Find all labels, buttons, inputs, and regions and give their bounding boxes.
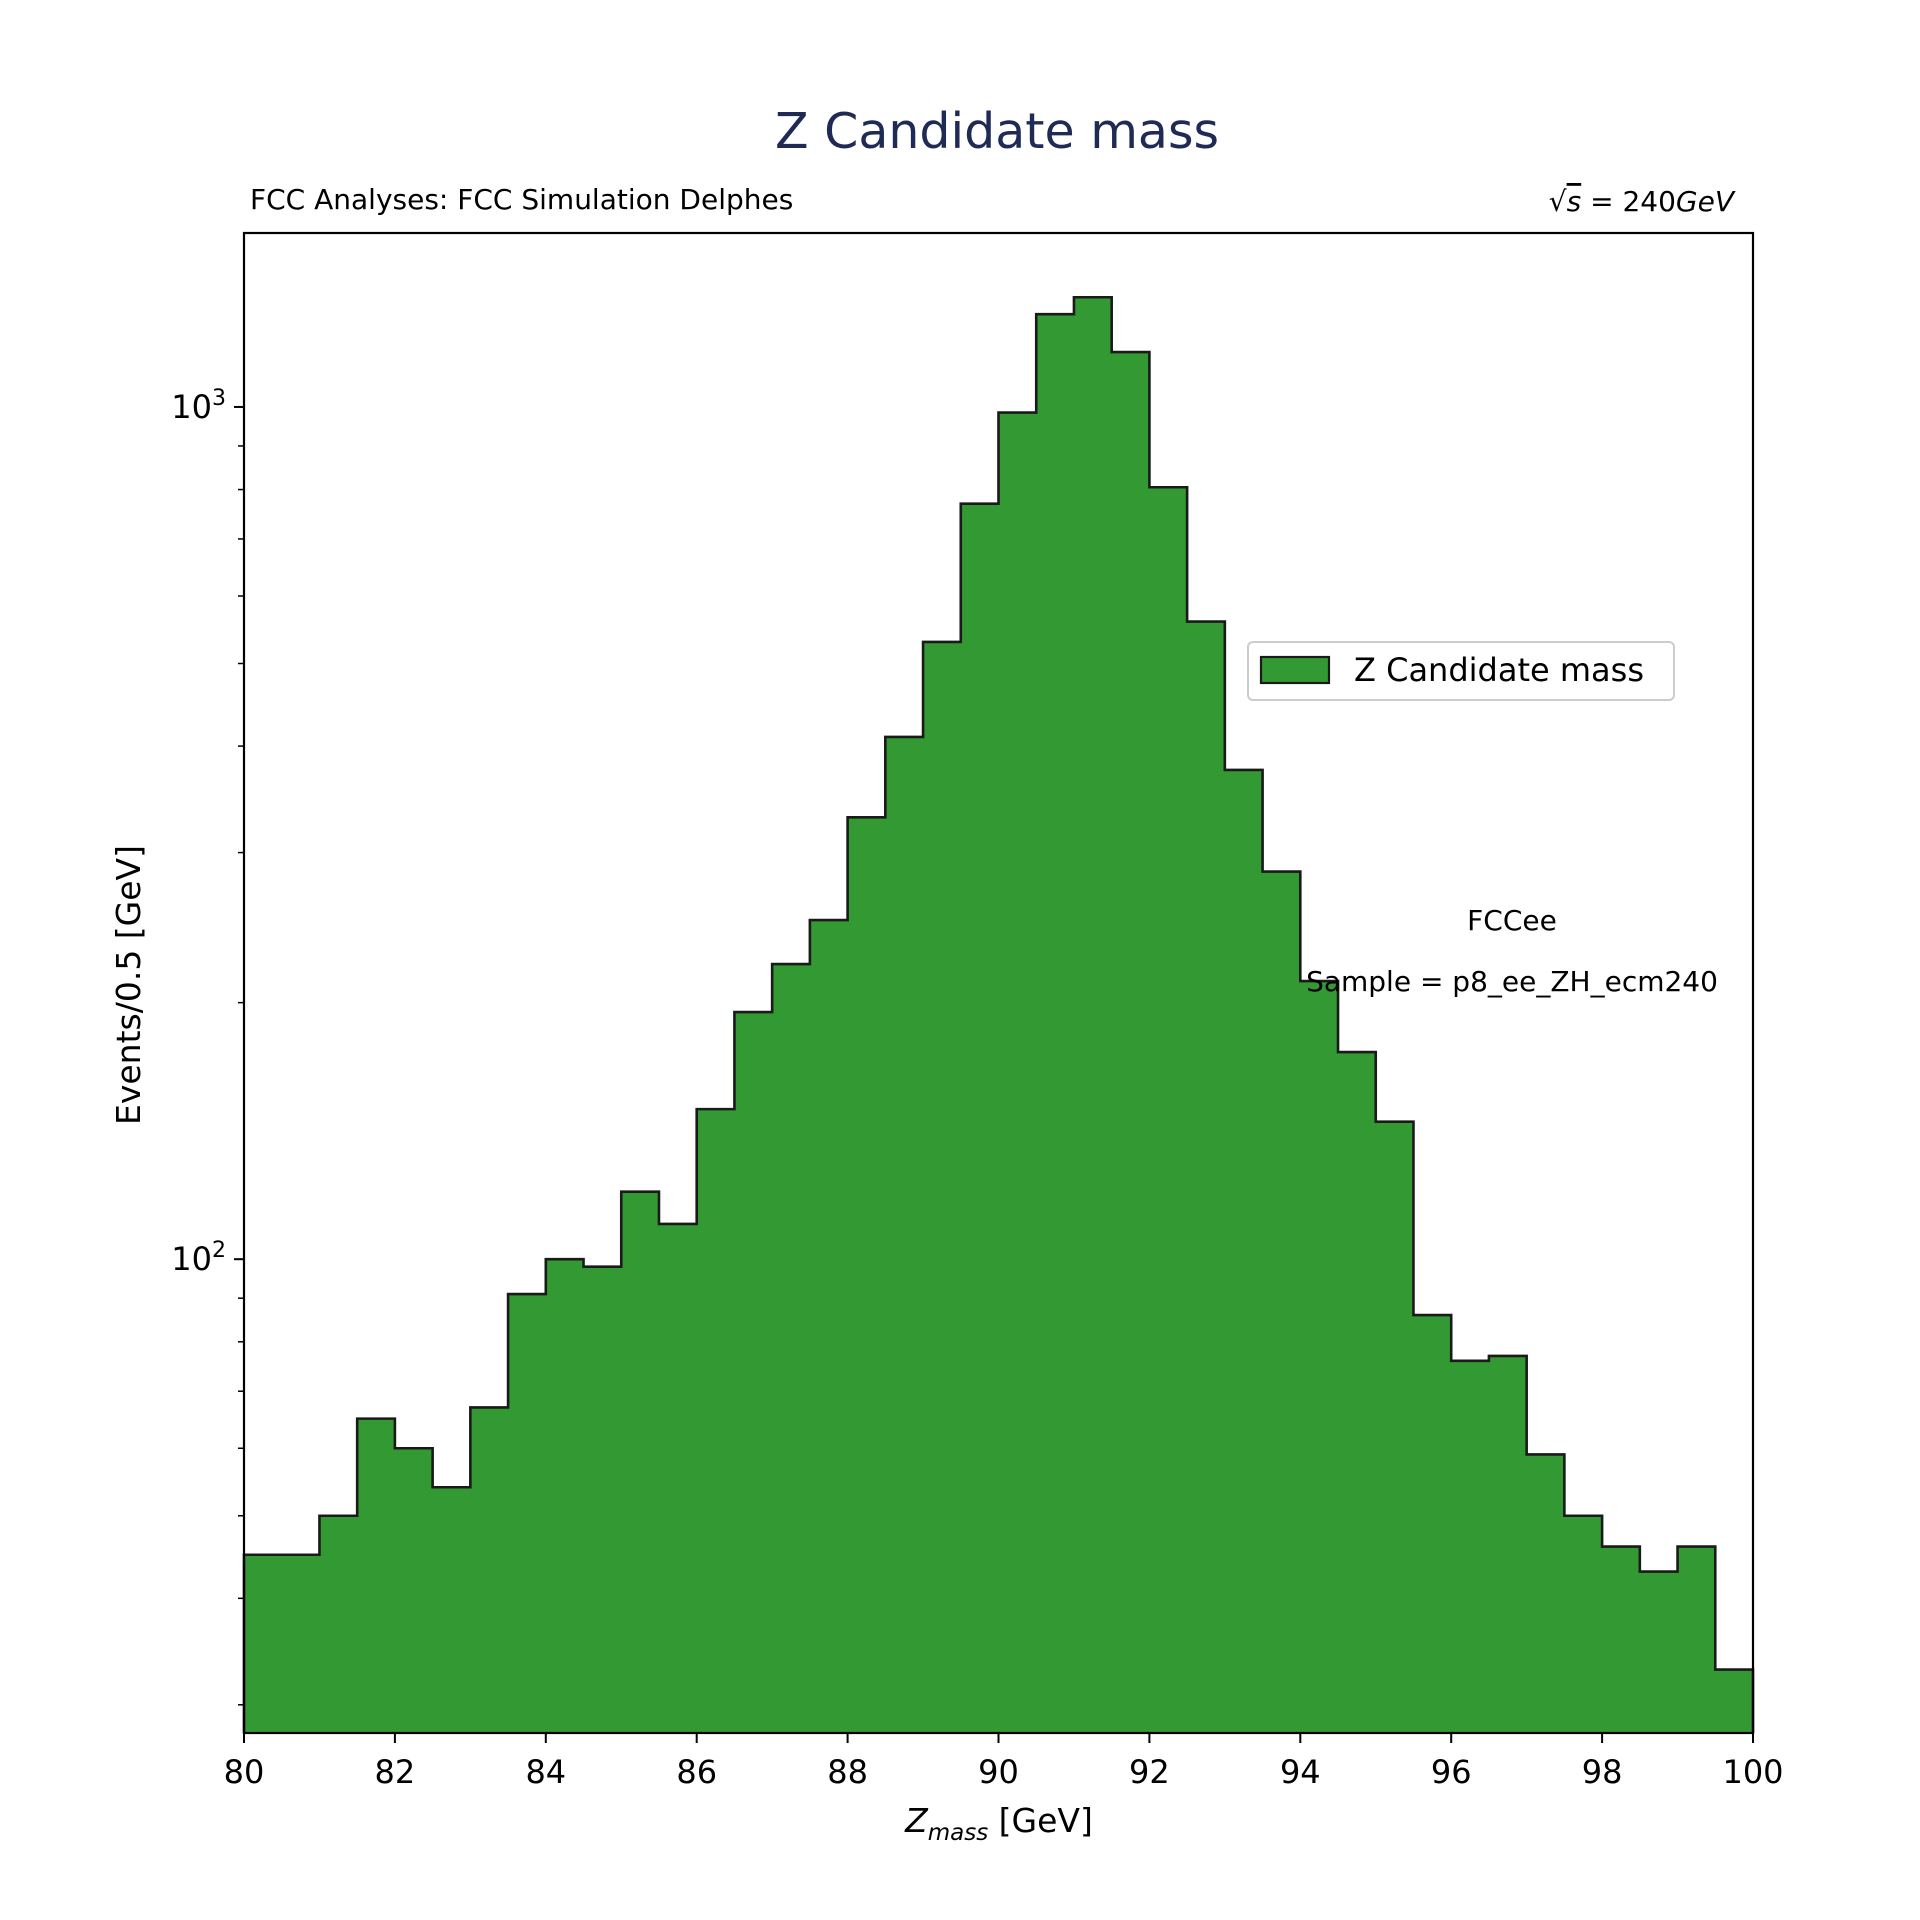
x-tick-label: 90 [978,1753,1019,1791]
histogram-bar [1451,1360,1490,1733]
histogram-bar [357,1418,396,1733]
subtitle-left: FCC Analyses: FCC Simulation Delphes [250,183,793,216]
histogram-bar [470,1407,509,1733]
histogram-bar [1111,352,1150,1733]
x-tick-label: 98 [1582,1753,1623,1791]
histogram-bar [394,1448,434,1733]
x-tick-label: 92 [1129,1753,1170,1791]
histogram-bar [998,412,1037,1733]
legend-label: Z Candidate mass [1354,651,1644,689]
histogram-bar [1262,871,1301,1733]
histogram-bar [734,1012,773,1733]
histogram-bar [281,1554,321,1733]
histogram-bar [1677,1546,1716,1733]
plot-area [242,295,1755,1734]
legend-box [1247,641,1675,701]
legend: Z Candidate mass [1247,641,1675,701]
histogram-bar [1187,621,1226,1733]
x-label-symbol: Z [904,1801,929,1840]
histogram-bar [1715,1669,1754,1733]
histogram-bar [1224,769,1264,1733]
energy-unit: GeV [1676,185,1736,218]
x-tick-label: 86 [676,1753,717,1791]
histogram-bar [508,1294,547,1733]
histogram-bar [1149,487,1188,1733]
x-tick-label: 96 [1431,1753,1472,1791]
annotation-sample: Sample = p8_ee_ZH_ecm240 [1306,965,1718,998]
histogram-bar [432,1487,471,1733]
annotation-fccee: FCCee [1467,904,1557,937]
histogram-bar [923,641,962,1733]
histogram-bar [244,1554,283,1733]
y-tick-label: 103 [171,386,226,426]
x-label-unit: [GeV] [988,1801,1093,1840]
histogram-bar [658,1223,698,1733]
sqrt-s: s [1567,185,1582,218]
y-tick-label: 102 [171,1238,226,1278]
histogram-bar [696,1109,736,1733]
histogram-bar [960,503,1000,1733]
y-axis: 102 103 [171,386,244,1706]
histogram-bar [885,736,924,1733]
x-tick-label: 82 [375,1753,416,1791]
histogram-bar [1564,1515,1603,1733]
histogram-bar [1036,314,1075,1734]
y-axis-label: Events/0.5 [GeV] [109,845,148,1125]
sqrt-symbol: √ [1549,185,1567,218]
histogram-bar [621,1191,660,1733]
chart-title: Z Candidate mass [775,103,1219,160]
x-label-subscript: mass [928,1820,988,1846]
histogram-bar [1602,1546,1641,1733]
histogram-bar [583,1266,622,1733]
histogram-bar [809,920,849,1733]
histogram-bar [847,817,886,1733]
histogram-bar [1338,1052,1377,1733]
histogram-bar [772,964,811,1733]
subtitle-right: √s = 240GeV [1549,185,1736,218]
histogram-outline [242,295,1755,1733]
histogram-bar [545,1259,585,1733]
x-axis-label: Zmass [GeV] [904,1801,1093,1846]
histogram-bar [319,1515,358,1733]
legend-swatch [1259,655,1331,685]
histogram-bar [1488,1355,1528,1733]
histogram-bar [1375,1121,1415,1733]
x-tick-label: 94 [1280,1753,1321,1791]
histogram-bar [1300,981,1339,1733]
histogram-bar [1073,297,1113,1734]
histogram-bar [1526,1454,1565,1733]
x-tick-label: 88 [827,1753,868,1791]
x-tick-label: 80 [224,1753,265,1791]
energy-value: = 240 [1581,185,1676,218]
x-tick-label: 84 [525,1753,566,1791]
histogram-bar [1639,1571,1679,1733]
x-tick-label: 100 [1722,1753,1783,1791]
histogram-bar [1413,1315,1452,1733]
x-axis: 80 82 84 86 88 90 92 94 96 98 100 [224,1733,1784,1791]
